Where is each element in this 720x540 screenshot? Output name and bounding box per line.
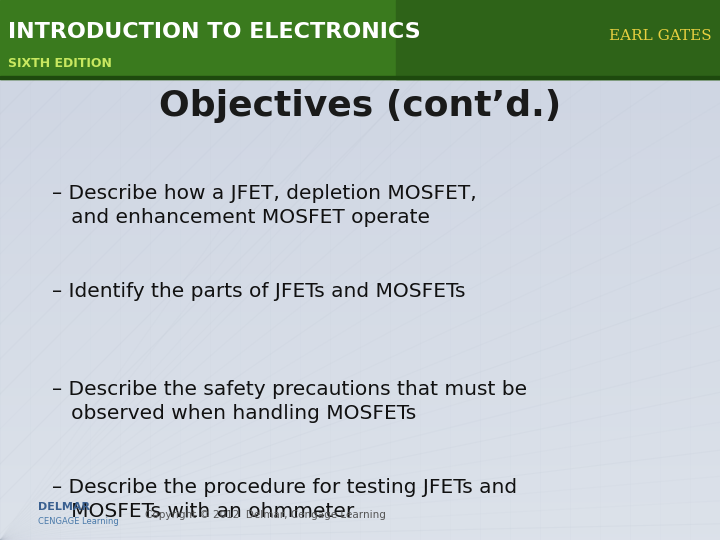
Text: INTRODUCTION TO ELECTRONICS: INTRODUCTION TO ELECTRONICS bbox=[8, 22, 420, 42]
Bar bbox=[0, 76, 720, 79]
Text: – Describe the procedure for testing JFETs and
   MOSFETs with an ohmmeter: – Describe the procedure for testing JFE… bbox=[52, 478, 517, 521]
Text: Copyright © 2012  Delmar, Cengage Learning: Copyright © 2012 Delmar, Cengage Learnin… bbox=[145, 510, 386, 520]
Text: EARL GATES: EARL GATES bbox=[609, 29, 712, 43]
Text: – Describe how a JFET, depletion MOSFET,
   and enhancement MOSFET operate: – Describe how a JFET, depletion MOSFET,… bbox=[52, 184, 477, 227]
Bar bbox=[396, 0, 720, 79]
Bar bbox=[0, 0, 720, 79]
Text: SIXTH EDITION: SIXTH EDITION bbox=[8, 57, 112, 70]
Text: – Describe the safety precautions that must be
   observed when handling MOSFETs: – Describe the safety precautions that m… bbox=[52, 380, 527, 423]
Text: – Identify the parts of JFETs and MOSFETs: – Identify the parts of JFETs and MOSFET… bbox=[52, 282, 466, 301]
Text: Objectives (cont’d.): Objectives (cont’d.) bbox=[159, 89, 561, 123]
Text: DELMAR: DELMAR bbox=[38, 502, 90, 512]
Text: CENGAGE Learning: CENGAGE Learning bbox=[38, 517, 119, 526]
